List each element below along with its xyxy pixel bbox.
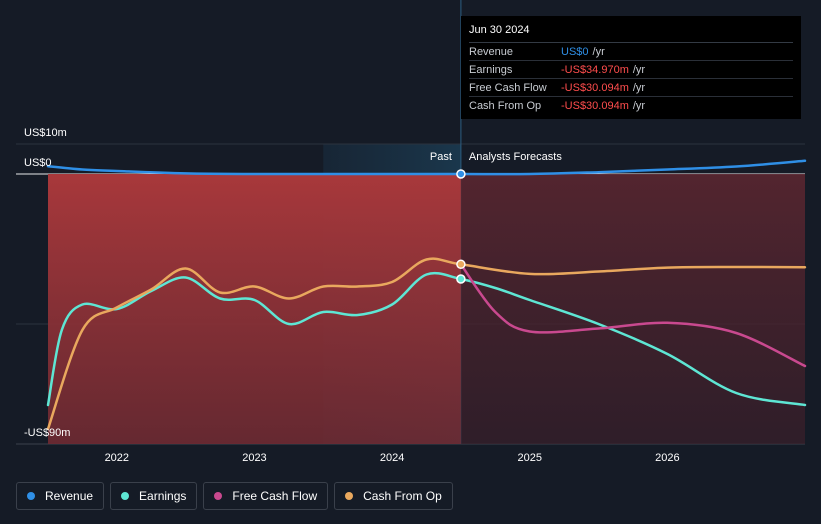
- legend-label: Revenue: [45, 489, 94, 503]
- axis-labels: US$10m US$0 -US$90m Past Analysts Forecasts 2…: [24, 127, 680, 464]
- legend-dot-icon: [345, 492, 354, 500]
- tooltip-row-label: Revenue: [469, 45, 514, 58]
- legend-dot-icon: [121, 492, 130, 500]
- loss-area-forecast: [460, 174, 805, 444]
- legend-label: Cash From Op: [363, 489, 442, 503]
- free-cash-flow-line: [459, 263, 807, 368]
- loss-area: [48, 174, 805, 444]
- tooltip-row-label: Free Cash Flow: [469, 81, 547, 94]
- tooltip-row-value: -US$30.094m: [561, 81, 629, 94]
- x-tick-2022: 2022: [105, 452, 129, 464]
- tooltip-row-unit: /yr: [632, 99, 646, 112]
- legend: Revenue Earnings Free Cash Flow Cash From O…: [16, 482, 453, 510]
- y-label-bottom: -US$90m: [24, 427, 70, 439]
- past-label: Past: [430, 151, 452, 163]
- x-tick-2024: 2024: [380, 452, 404, 464]
- legend-item-free-cash-flow[interactable]: Free Cash Flow: [203, 482, 329, 510]
- tooltip-row-value: -US$30.094m: [561, 99, 629, 112]
- y-label-zero: US$0: [24, 157, 52, 169]
- revenue-marker: [456, 169, 466, 179]
- earnings-marker: [456, 274, 466, 284]
- x-tick-2026: 2026: [655, 452, 679, 464]
- tooltip-row-label: Cash From Op: [469, 99, 542, 112]
- legend-label: Free Cash Flow: [232, 489, 318, 503]
- tooltip-row-revenue: Revenue US$0/yr: [469, 43, 793, 61]
- revenue-line: [46, 159, 807, 176]
- legend-item-cash-from-op[interactable]: Cash From Op: [334, 482, 453, 510]
- legend-dot-icon: [214, 492, 223, 500]
- tooltip-row-value: -US$34.970m: [561, 63, 629, 76]
- cash-from-op-line: [46, 257, 807, 431]
- tooltip-row-value: US$0: [561, 45, 589, 58]
- tooltip-row-unit: /yr: [592, 45, 605, 58]
- y-label-top: US$10m: [24, 127, 67, 139]
- tooltip-row-earnings: Earnings -US$34.970m/yr: [469, 61, 793, 79]
- tooltip-rows: Revenue US$0/yr Earnings -US$34.970m/yr Free…: [469, 43, 793, 114]
- tooltip-row-unit: /yr: [632, 63, 646, 76]
- tooltip-row-free-cash-flow: Free Cash Flow -US$30.094m/yr: [469, 79, 793, 97]
- cash-from-op-marker: [456, 259, 466, 270]
- forecast-label: Analysts Forecasts: [469, 151, 562, 163]
- legend-item-earnings[interactable]: Earnings: [110, 482, 198, 510]
- tooltip-row-label: Earnings: [469, 63, 513, 76]
- tooltip-row-unit: /yr: [632, 81, 646, 94]
- x-tick-2025: 2025: [517, 452, 541, 464]
- tooltip-row-cash-from-op: Cash From Op -US$30.094m/yr: [469, 97, 793, 114]
- tooltip-date: Jun 30 2024: [469, 24, 793, 43]
- tooltip: Jun 30 2024 Revenue US$0/yr Earnings -US$34…: [461, 16, 801, 119]
- earnings-line: [46, 271, 807, 407]
- legend-dot-icon: [27, 492, 35, 500]
- legend-label: Earnings: [139, 489, 187, 503]
- legend-item-revenue[interactable]: Revenue: [16, 482, 105, 510]
- x-tick-2023: 2023: [242, 452, 266, 464]
- series-lines: [46, 159, 807, 431]
